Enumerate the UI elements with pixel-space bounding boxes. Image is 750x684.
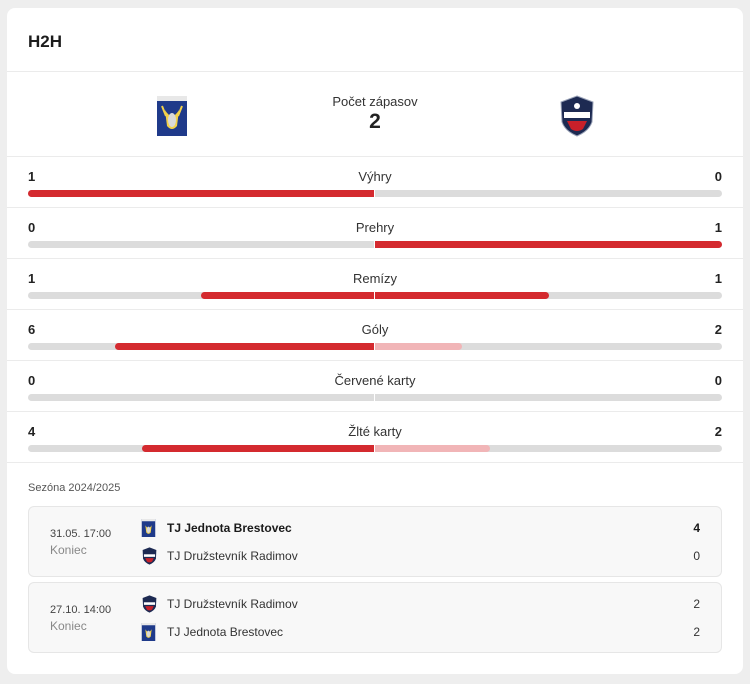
stat-row: 4 Žlté karty 2: [7, 412, 743, 463]
section-title: H2H: [28, 32, 63, 51]
stat-home-value: 1: [28, 271, 36, 286]
stat-away-value: 2: [714, 424, 722, 439]
stat-away-value: 0: [714, 169, 722, 184]
stat-name: Góly: [361, 322, 389, 337]
match-team[interactable]: TJ Družstevník Radimov: [141, 594, 298, 614]
radimov-crest-icon: [141, 547, 158, 565]
stat-row: 0 Červené karty 0: [7, 361, 743, 412]
stat-away-value: 1: [714, 271, 722, 286]
team-name: TJ Jednota Brestovec: [167, 521, 292, 535]
match-item[interactable]: 27.10. 14:00 Koniec TJ Družstevník Radimov…: [28, 582, 722, 653]
stat-home-value: 6: [28, 322, 36, 337]
stat-home-value: 0: [28, 220, 36, 235]
team-score: 0: [693, 549, 700, 563]
team-name: TJ Jednota Brestovec: [167, 625, 284, 639]
stat-home-fill: [28, 190, 374, 197]
stat-row: 6 Góly 2: [7, 310, 743, 361]
match-count-row: Počet zápasov 2: [7, 72, 743, 157]
stat-home-bar: [28, 394, 374, 401]
stat-away-bar: [375, 343, 722, 350]
stat-home-fill: [142, 445, 374, 452]
stat-name: Červené karty: [334, 373, 416, 388]
team-name: TJ Družstevník Radimov: [167, 549, 298, 563]
stat-name: Žlté karty: [348, 424, 402, 439]
stat-away-fill: [375, 445, 490, 452]
stat-away-bar: [375, 394, 722, 401]
h2h-header: H2H: [7, 8, 743, 72]
match-status: Koniec: [50, 543, 87, 557]
team-score: 2: [693, 625, 700, 639]
stat-name: Prehry: [355, 220, 395, 235]
match-team[interactable]: TJ Jednota Brestovec: [141, 518, 292, 538]
radimov-crest-icon: [141, 595, 158, 613]
brestovec-crest-icon[interactable]: [157, 96, 187, 136]
stat-home-value: 0: [28, 373, 36, 388]
match-time: 27.10. 14:00: [50, 604, 112, 616]
stat-home-bar: [28, 445, 374, 452]
brestovec-crest-icon: [141, 519, 158, 537]
match-count-value: 2: [369, 110, 381, 133]
match-status: Koniec: [50, 619, 87, 633]
stats-list: 1 Výhry 0 0 Prehry 1 1 Remízy 1 6 Góly 2 0 Červené ka…: [7, 157, 743, 463]
stat-home-value: 4: [28, 424, 36, 439]
stat-away-bar: [375, 190, 722, 197]
stat-home-bar: [28, 190, 374, 197]
stat-name: Remízy: [352, 271, 398, 286]
stat-home-fill: [201, 292, 374, 299]
stat-home-bar: [28, 292, 374, 299]
stat-home-value: 1: [28, 169, 36, 184]
stat-row: 1 Remízy 1: [7, 259, 743, 310]
stat-away-fill: [375, 343, 462, 350]
team-score: 4: [693, 521, 700, 535]
stat-row: 0 Prehry 1: [7, 208, 743, 259]
season-label: Sezóna 2024/2025: [28, 482, 121, 494]
stat-away-value: 2: [714, 322, 722, 337]
radimov-crest-icon[interactable]: [559, 95, 595, 137]
stat-away-bar: [375, 292, 722, 299]
stat-name: Výhry: [358, 169, 392, 184]
stat-home-bar: [28, 241, 374, 248]
match-time: 31.05. 17:00: [50, 528, 112, 540]
stat-home-bar: [28, 343, 374, 350]
match-team[interactable]: TJ Družstevník Radimov: [141, 546, 298, 566]
team-name: TJ Družstevník Radimov: [167, 597, 298, 611]
stat-away-fill: [375, 292, 549, 299]
stat-row: 1 Výhry 0: [7, 157, 743, 208]
stat-away-fill: [375, 241, 722, 248]
stat-home-fill: [114, 343, 374, 350]
h2h-card: H2H Počet zápasov 2 1 Výhry 0 0 Prehry 1 1 Remí…: [7, 8, 743, 674]
match-team[interactable]: TJ Jednota Brestovec: [141, 622, 283, 642]
stat-away-bar: [375, 241, 722, 248]
stat-away-value: 1: [714, 220, 722, 235]
team-score: 2: [693, 597, 700, 611]
stat-away-value: 0: [714, 373, 722, 388]
match-item[interactable]: 31.05. 17:00 Koniec TJ Jednota Brestovec 4 T…: [28, 506, 722, 577]
brestovec-crest-icon: [141, 623, 158, 641]
match-count-label: Počet zápasov: [332, 94, 418, 109]
stat-away-bar: [375, 445, 722, 452]
